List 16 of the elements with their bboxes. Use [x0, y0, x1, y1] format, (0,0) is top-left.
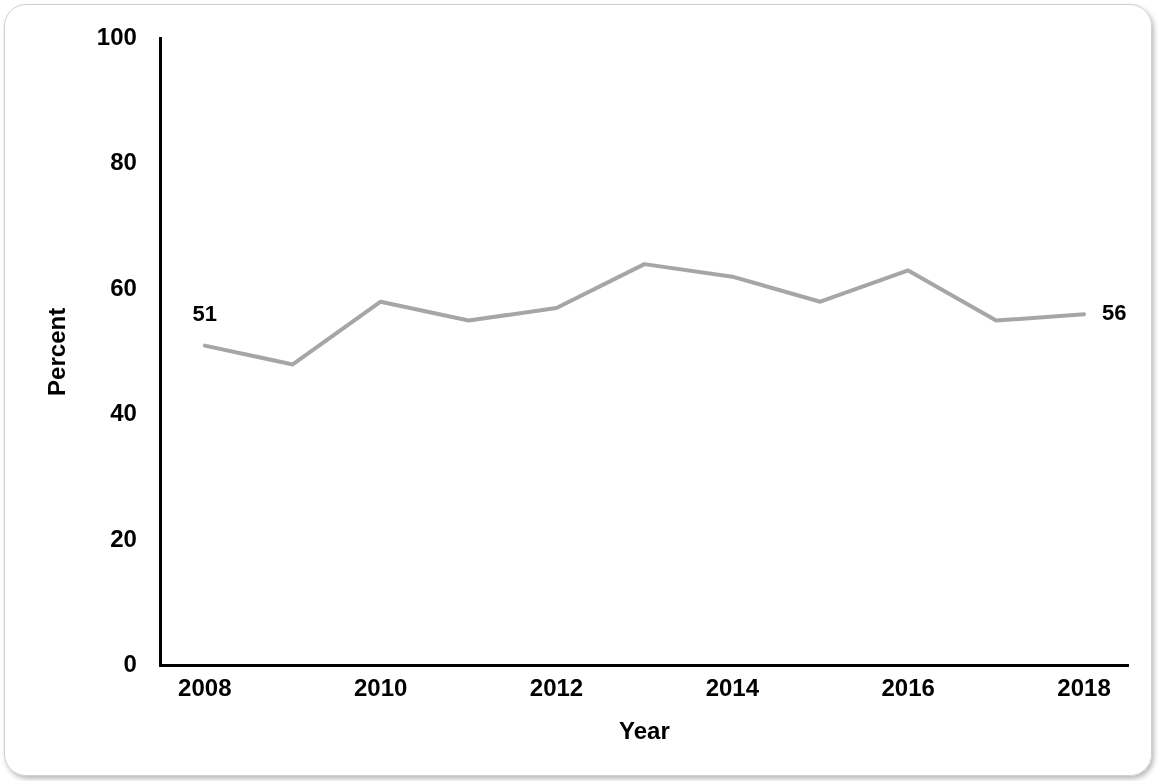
y-tick-label: 80 [110, 148, 137, 176]
data-label: 51 [192, 300, 218, 326]
y-tick-label: 0 [123, 650, 137, 678]
data-label: 56 [1102, 300, 1127, 326]
y-tick-label: 60 [110, 273, 137, 301]
x-tick-label: 2014 [705, 674, 760, 702]
x-tick-label: 2016 [881, 674, 935, 702]
x-axis-title: Year [619, 717, 670, 745]
x-tick-label: 2008 [178, 674, 232, 702]
x-tick-label: 2012 [529, 674, 584, 702]
y-axis-title: Percent [43, 307, 71, 396]
y-tick-label: 20 [110, 524, 137, 552]
x-tick-label: 2010 [353, 674, 408, 702]
y-tick-label: 40 [110, 399, 137, 427]
x-tick-label: 2018 [1057, 674, 1111, 702]
y-tick-label: 100 [96, 23, 137, 51]
